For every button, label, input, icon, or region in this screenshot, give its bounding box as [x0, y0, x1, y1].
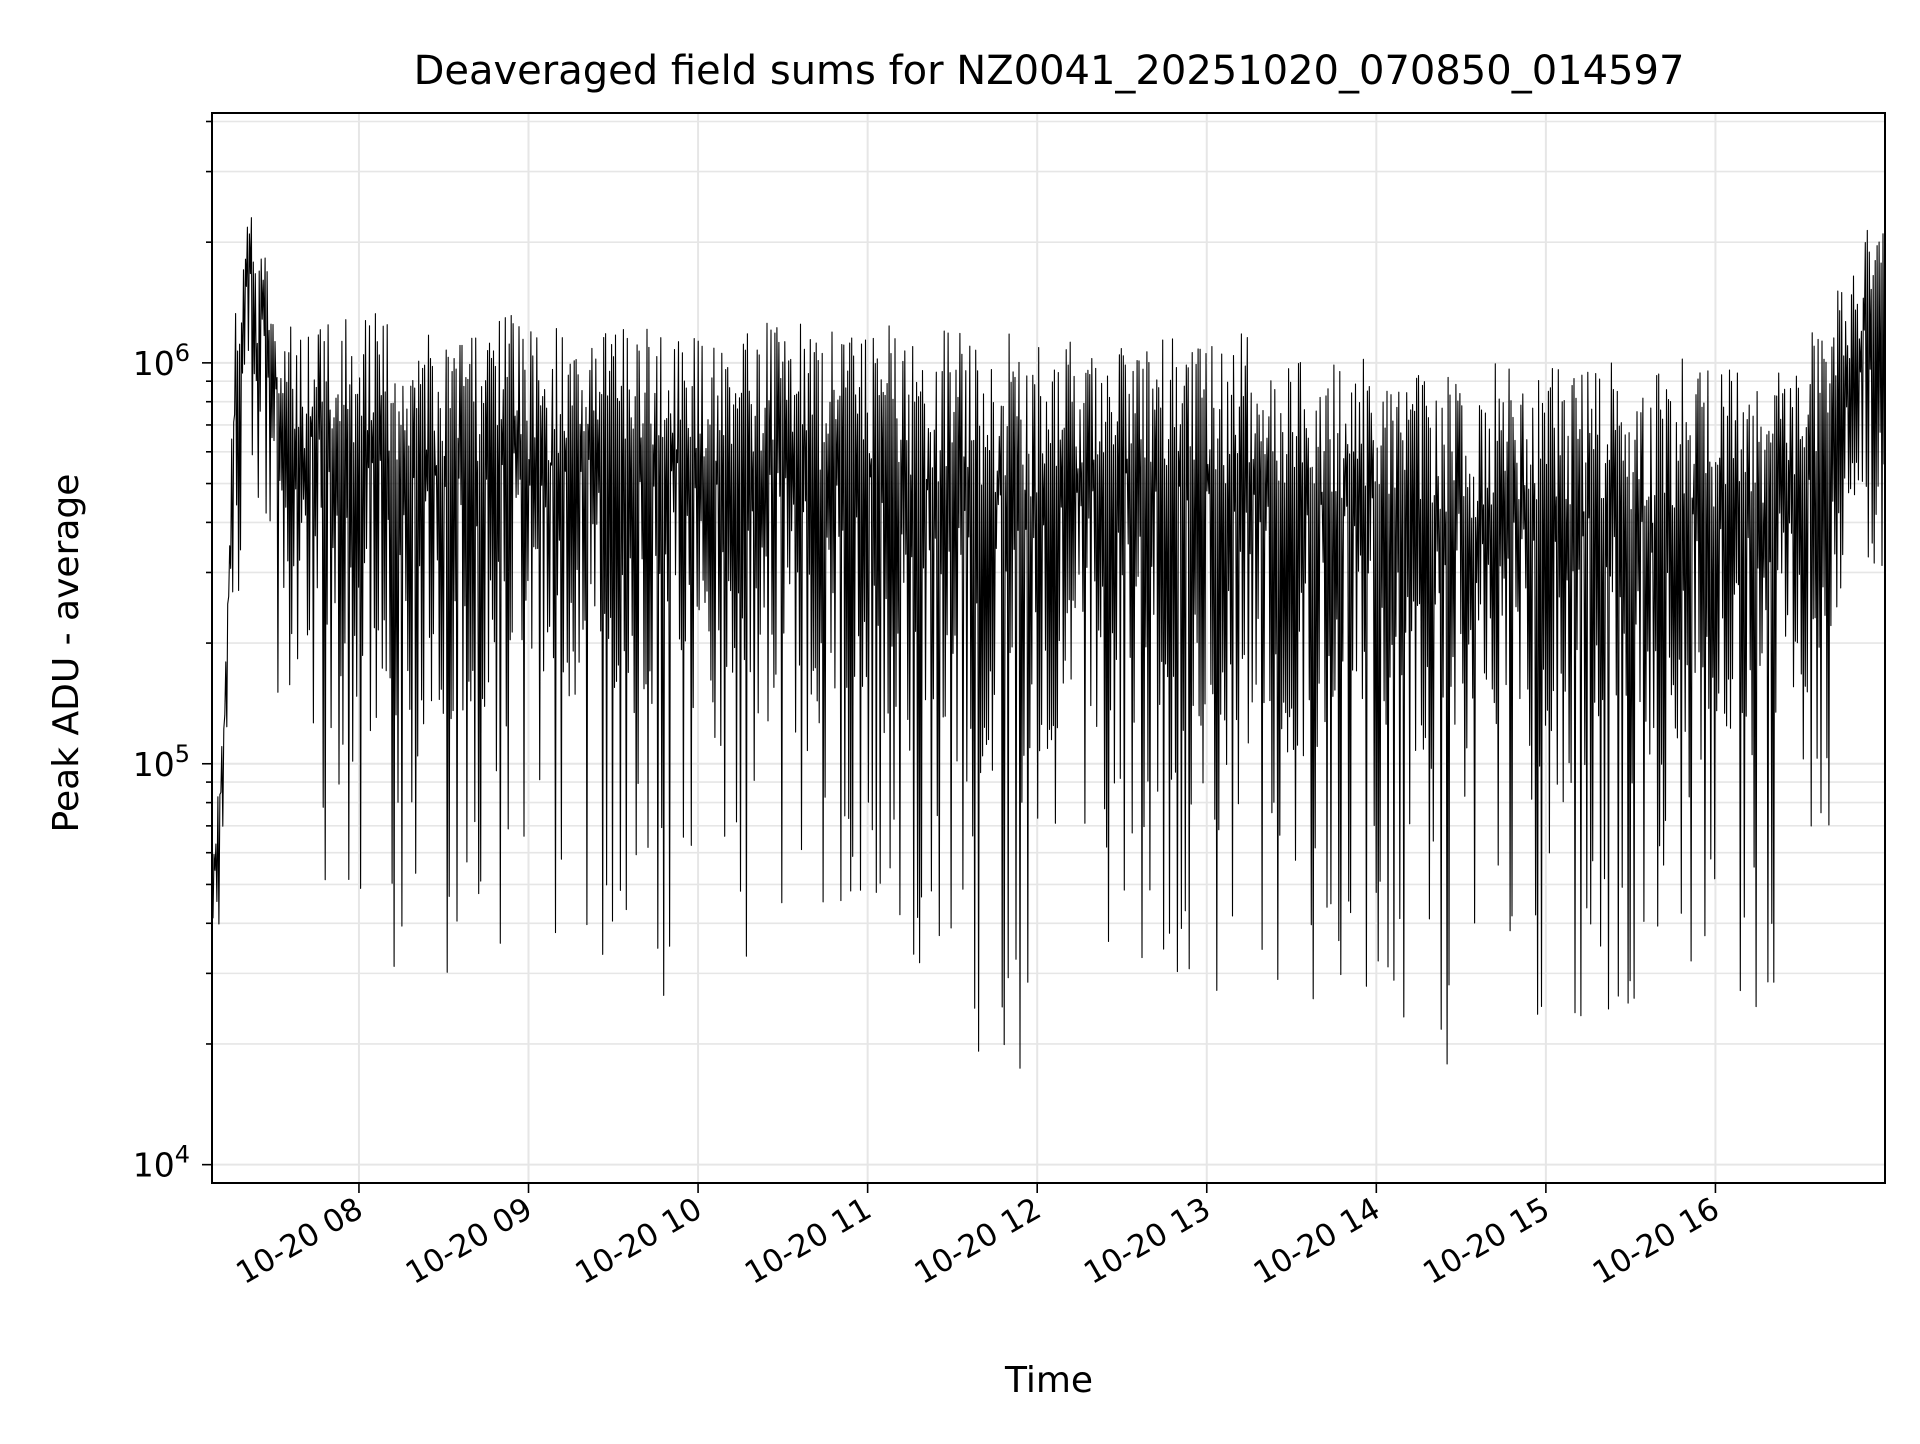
data-series-line [211, 217, 1886, 1069]
data-layer [211, 217, 1886, 1069]
chart-title: Deaveraged field sums for NZ0041_2025102… [414, 48, 1685, 94]
y-tick-label: 104 [133, 1141, 190, 1185]
plot-frame [211, 112, 1886, 1184]
y-axis-label: Peak ADU - average [46, 474, 87, 833]
x-axis-label: Time [1004, 1360, 1093, 1401]
y-tick-label: 105 [133, 740, 190, 784]
y-tick-label: 106 [133, 339, 190, 383]
